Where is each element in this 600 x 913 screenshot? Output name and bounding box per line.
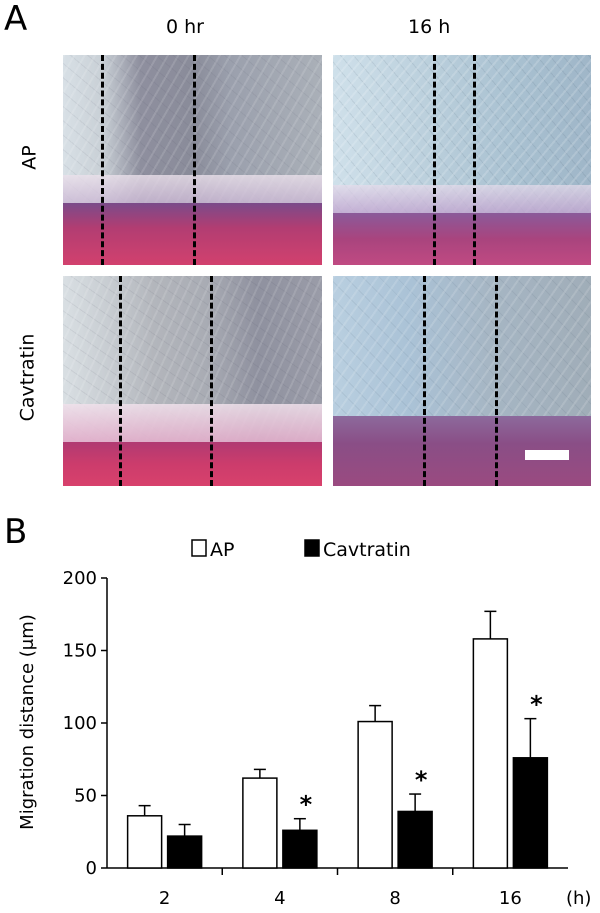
y-axis-label: Migration distance (μm): [17, 614, 38, 830]
x-axis-unit: (h): [566, 888, 591, 909]
column-label-0hr: 0 hr: [166, 16, 204, 38]
significance-star: *: [300, 791, 313, 819]
column-label-16h: 16 h: [408, 16, 451, 38]
bar-cavtratin-4h: [282, 829, 318, 869]
legend-swatch-ap: [191, 539, 207, 557]
panel-a-letter: A: [4, 0, 28, 39]
bar-cavtratin-2h: [166, 835, 203, 869]
panel-b-letter: B: [4, 512, 28, 552]
micrograph-ap-0hr: [63, 55, 322, 265]
scale-bar: [525, 450, 569, 460]
micrograph-cavtratin-16h: [333, 276, 591, 486]
bar-ap-4h: [242, 777, 278, 869]
bar-cavtratin-8h: [397, 810, 433, 869]
micrograph-cavtratin-0hr: [63, 276, 322, 486]
significance-star: *: [530, 691, 543, 719]
y-tick-label: 100: [63, 713, 97, 734]
chart-legend: AP Cavtratin: [191, 539, 411, 561]
legend-label-cavtratin: Cavtratin: [323, 539, 411, 561]
bar-ap-16h: [472, 638, 509, 869]
legend-label-ap: AP: [210, 539, 234, 561]
micrograph-ap-16h: [333, 55, 591, 265]
x-tick-label: 16: [499, 888, 522, 909]
significance-star: *: [415, 766, 428, 794]
chart-bars: * * *: [126, 610, 549, 869]
x-tick-label: 8: [389, 888, 400, 909]
x-tick-label: 4: [274, 888, 285, 909]
bar-ap-2h: [126, 815, 163, 869]
y-tick-label: 0: [86, 858, 97, 879]
legend-swatch-cavtratin: [304, 539, 320, 557]
y-tick-label: 150: [63, 641, 97, 662]
x-tick-label: 2: [159, 888, 170, 909]
y-tick-label: 50: [74, 786, 97, 807]
bar-ap-8h: [357, 720, 393, 869]
bar-cavtratin-16h: [512, 757, 549, 869]
y-tick-label: 200: [63, 568, 97, 589]
